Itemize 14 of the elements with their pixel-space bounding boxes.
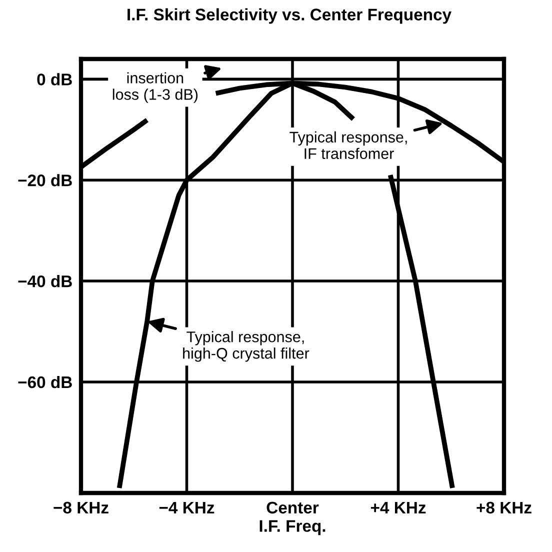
y-tick-label: −40 dB — [18, 275, 72, 288]
y-tick-label: 0 dB — [37, 73, 72, 86]
x-axis-title: I.F. Freq. — [260, 520, 326, 536]
annotation: Typical response, IF transfomer — [290, 131, 407, 160]
x-tick-label: Center — [266, 502, 319, 514]
chart-title: I.F. Skirt Selectivity vs. Center Frequency — [128, 8, 452, 24]
annotation: Typical response, high-Q crystal filter — [183, 331, 310, 362]
x-tick-label: −4 KHz — [159, 502, 214, 514]
x-tick-label: +8 KHz — [476, 502, 532, 514]
y-tick-label: −20 dB — [18, 174, 72, 186]
x-tick-label: −8 KHz — [54, 502, 108, 514]
x-tick-label: +4 KHz — [370, 502, 426, 514]
y-tick-label: −60 dB — [18, 376, 72, 388]
annotation: insertion loss (1-3 dB) — [112, 72, 198, 103]
